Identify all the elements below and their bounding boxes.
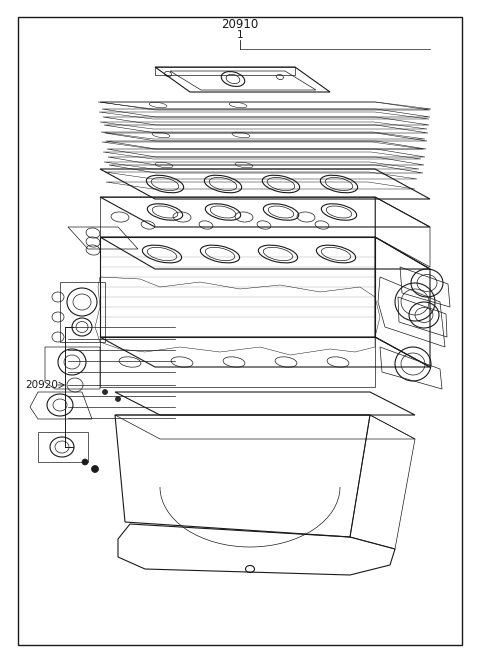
Ellipse shape [116, 397, 120, 401]
Text: 20910: 20910 [221, 18, 259, 32]
Ellipse shape [82, 459, 88, 465]
Ellipse shape [92, 466, 98, 472]
Text: 20920: 20920 [25, 380, 59, 390]
Text: 1: 1 [237, 30, 243, 40]
Ellipse shape [103, 390, 108, 394]
